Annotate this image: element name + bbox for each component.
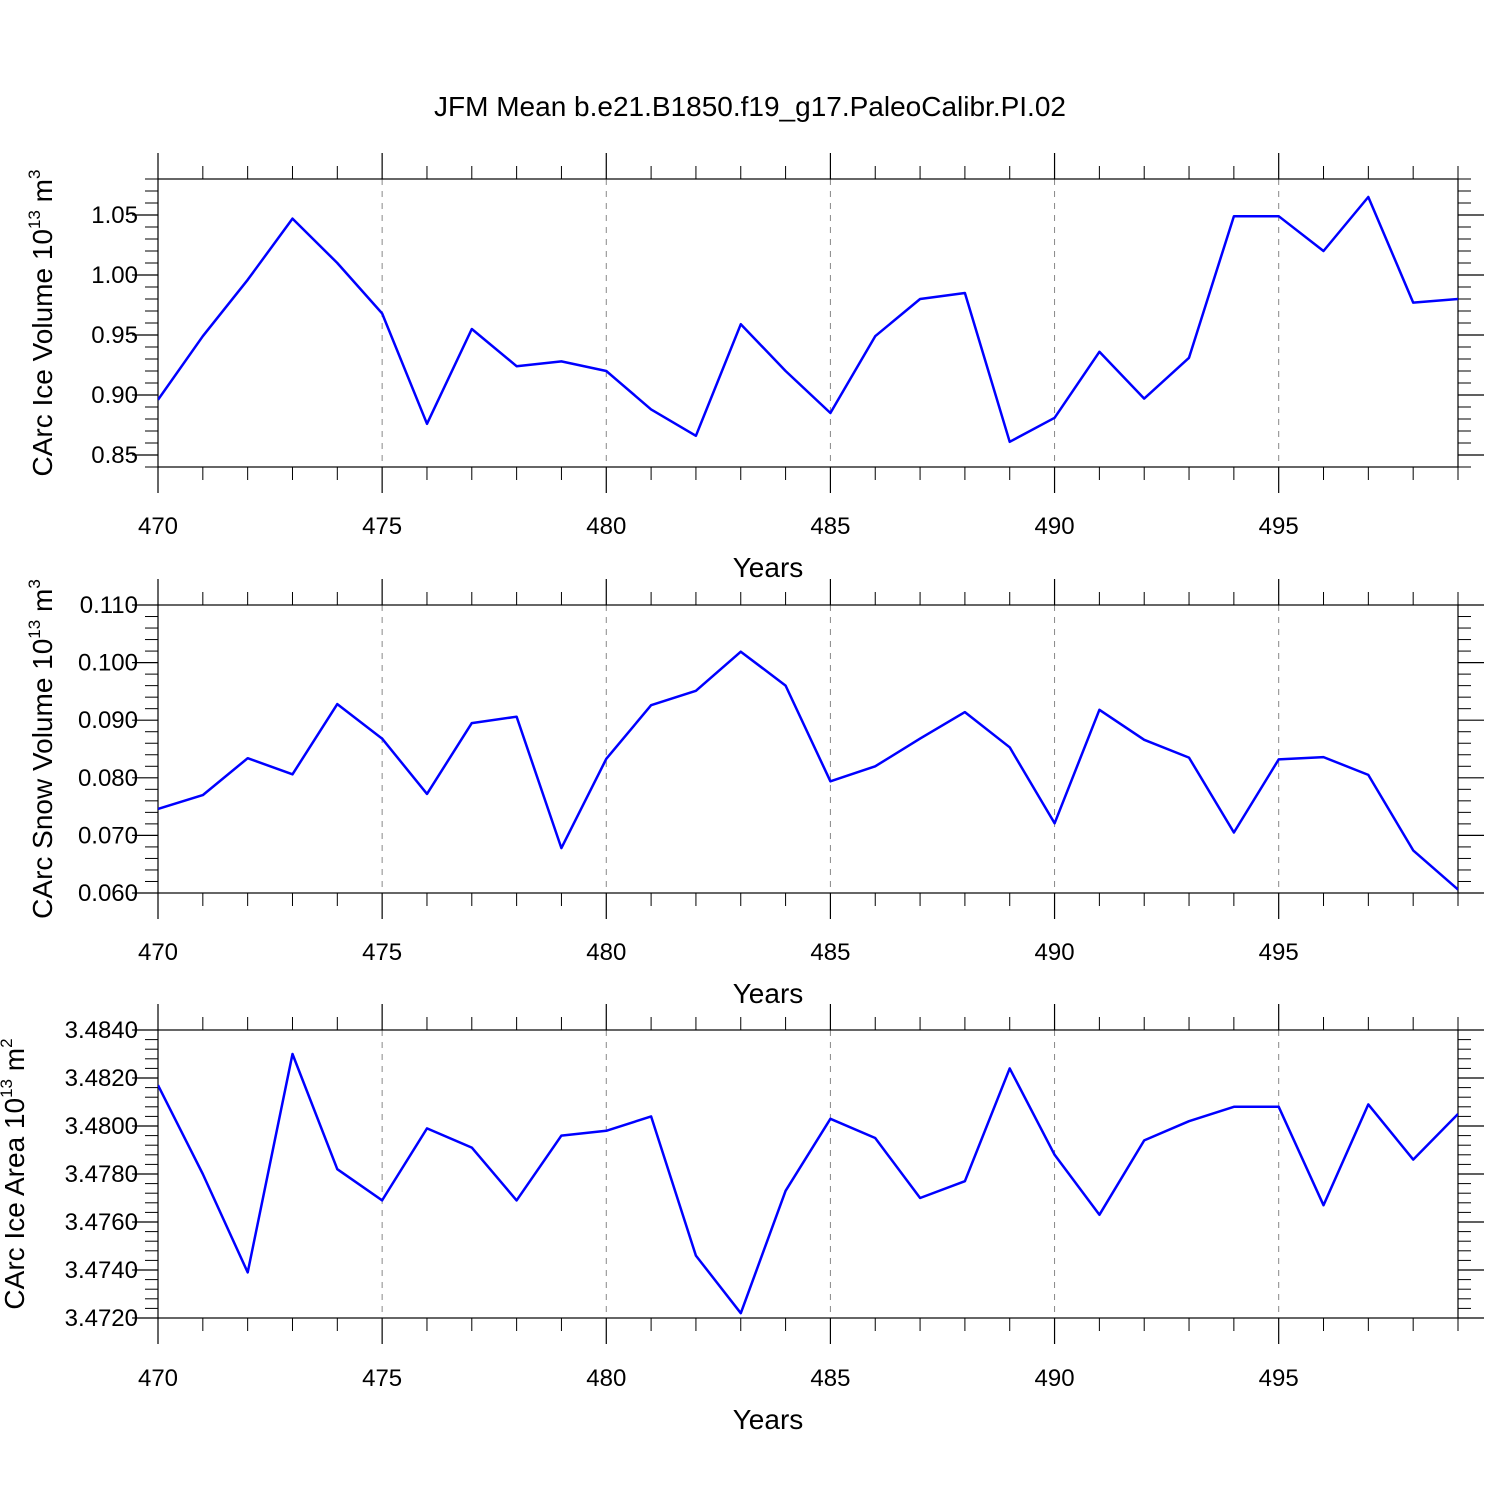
x-tick-label: 475 [362, 513, 402, 540]
x-tick-label: 495 [1259, 1365, 1299, 1392]
x-tick-label: 485 [810, 939, 850, 966]
y-tick-label: 3.4740 [65, 1257, 138, 1284]
y-tick-label: 3.4800 [65, 1113, 138, 1140]
x-tick-label: 495 [1259, 513, 1299, 540]
y-tick-label: 0.070 [78, 822, 138, 849]
x-tick-label: 495 [1259, 939, 1299, 966]
y-tick-label: 3.4820 [65, 1065, 138, 1092]
y-tick-label: 1.05 [91, 202, 138, 229]
y-tick-label: 0.060 [78, 880, 138, 907]
y-tick-label: 0.090 [78, 707, 138, 734]
y-tick-label: 0.85 [91, 442, 138, 469]
x-tick-label: 490 [1035, 1365, 1075, 1392]
series-line [158, 1052, 1458, 1315]
x-tick-label: 490 [1035, 939, 1075, 966]
x-tick-label: 485 [810, 1365, 850, 1392]
panels: 470 475 480 485 490 495 0.85 0.90 0.95 1.00 1.05 Ye… [0, 153, 1484, 1435]
y-axis-title: CArc Ice Area 1013 m2 [0, 1038, 30, 1309]
x-tick-label: 480 [586, 1365, 626, 1392]
x-tick-label: 485 [810, 513, 850, 540]
y-tick-label: 3.4720 [65, 1305, 138, 1332]
x-tick-label: 475 [362, 1365, 402, 1392]
x-tick-label: 470 [138, 939, 178, 966]
y-tick-label: 1.00 [91, 262, 138, 289]
y-tick-label: 3.4840 [65, 1017, 138, 1044]
x-axis-title: Years [733, 978, 804, 1009]
x-axis-title: Years [733, 1404, 804, 1435]
series-line [158, 650, 1458, 891]
plot-frame [157, 178, 1459, 468]
y-tick-label: 3.4760 [65, 1209, 138, 1236]
x-tick-label: 470 [138, 1365, 178, 1392]
x-tick-label: 480 [586, 513, 626, 540]
series-line [158, 195, 1458, 444]
y-tick-label: 0.95 [91, 322, 138, 349]
y-axis-title: CArc Ice Volume 1013 m3 [25, 170, 58, 477]
plot-frame [157, 1029, 1459, 1319]
y-axis-title: CArc Snow Volume 1013 m3 [25, 579, 58, 919]
panel-3: 470 475 480 485 490 495 3.4720 3.4740 3.4760 3.47… [0, 1004, 1484, 1435]
figure-title: JFM Mean b.e21.B1850.f19_g17.PaleoCalibr… [434, 91, 1066, 122]
y-tick-label: 0.080 [78, 765, 138, 792]
x-tick-label: 470 [138, 513, 178, 540]
plot-frame [157, 604, 1459, 894]
y-tick-label: 0.90 [91, 382, 138, 409]
x-axis-title: Years [733, 552, 804, 583]
panel-1: 470 475 480 485 490 495 0.85 0.90 0.95 1.00 1.05 Ye… [25, 153, 1484, 583]
panel-2: 470 475 480 485 490 495 0.060 0.070 0.080 0.090 0.… [25, 579, 1484, 1009]
y-tick-label: 0.110 [80, 592, 138, 619]
y-tick-label: 0.100 [78, 650, 138, 677]
x-tick-label: 490 [1035, 513, 1075, 540]
y-tick-label: 3.4780 [65, 1161, 138, 1188]
x-tick-label: 480 [586, 939, 626, 966]
x-tick-label: 475 [362, 939, 402, 966]
